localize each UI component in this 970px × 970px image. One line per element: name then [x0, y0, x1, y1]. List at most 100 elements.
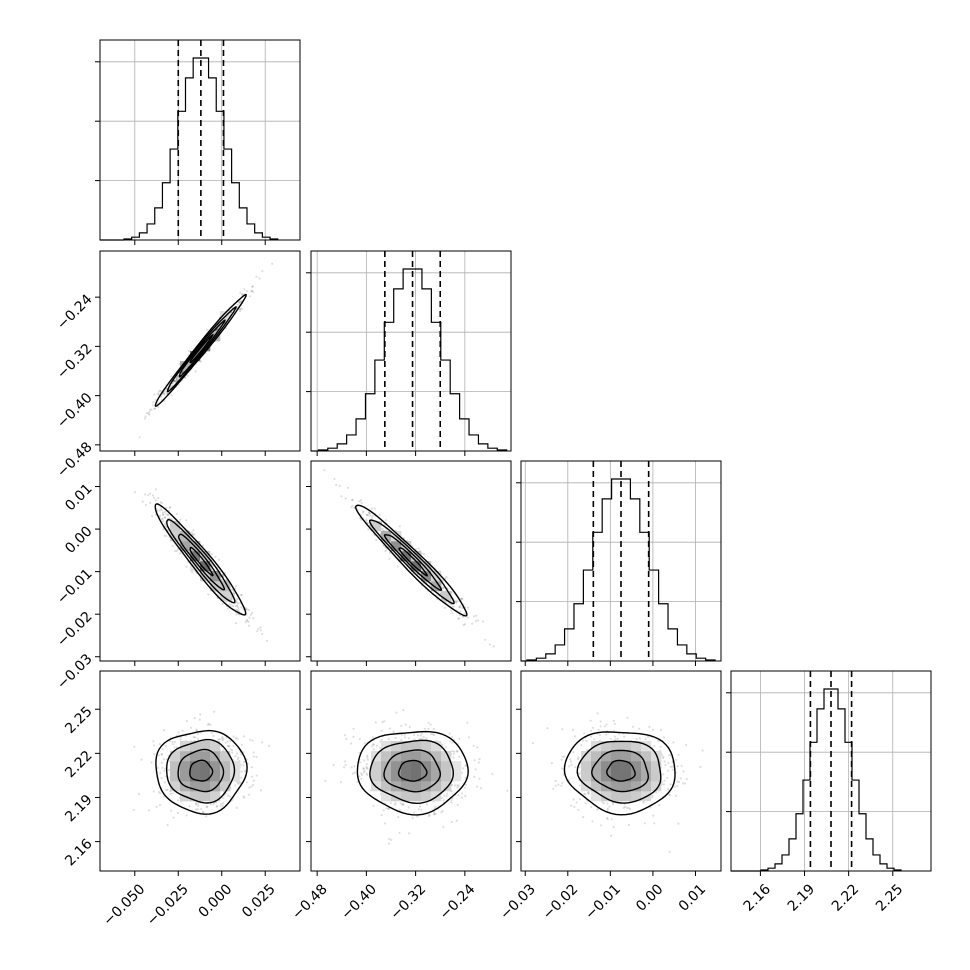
sample-point [612, 825, 615, 829]
density-cell [230, 771, 241, 782]
sample-point [546, 727, 549, 730]
sample-point [252, 617, 255, 620]
sample-point [185, 719, 188, 723]
sample-point [255, 774, 258, 777]
density-cell [611, 751, 622, 762]
sample-point [201, 544, 205, 547]
sample-point [674, 785, 677, 789]
sample-point [226, 744, 229, 748]
density-cell [591, 761, 602, 772]
sample-point [249, 738, 252, 741]
sample-point [450, 799, 453, 802]
sample-point [197, 804, 200, 808]
sample-point [148, 408, 152, 411]
sample-point [471, 622, 474, 625]
sample-point [375, 744, 378, 747]
y-tick-label: −0.02 [54, 609, 96, 651]
sample-point [232, 735, 235, 738]
sample-point [265, 639, 268, 642]
sample-point [215, 805, 218, 808]
sample-point [554, 779, 557, 783]
sample-point [463, 786, 466, 789]
sample-point [381, 527, 384, 530]
density-cell [371, 521, 382, 532]
sample-point [240, 753, 243, 756]
sample-point [398, 808, 401, 812]
sample-point [371, 517, 374, 520]
density-cell [631, 761, 642, 772]
sample-point [575, 801, 578, 804]
sample-point [159, 501, 162, 504]
density-cell [411, 791, 422, 802]
sample-point [667, 761, 670, 764]
sample-point [440, 796, 443, 800]
sample-point [190, 531, 194, 535]
sample-point [252, 290, 255, 293]
density-cell [451, 771, 462, 782]
sample-point [662, 783, 666, 786]
sample-point [701, 749, 704, 752]
sample-point [175, 549, 178, 553]
sample-point [240, 776, 243, 779]
sample-point [456, 786, 459, 789]
panels-layer [95, 39, 932, 876]
sample-point [612, 719, 616, 722]
sample-point [371, 736, 374, 739]
sample-point [239, 593, 242, 597]
sample-point [249, 613, 252, 616]
sample-point [433, 812, 436, 815]
sample-point [174, 380, 177, 383]
sample-point [441, 579, 444, 582]
density-cell [601, 741, 612, 752]
x-tick-label: 0.025 [239, 881, 279, 921]
sample-point [387, 842, 390, 845]
density-cell [651, 781, 662, 792]
sample-point [482, 620, 485, 623]
sample-point [236, 737, 239, 740]
sample-point [578, 772, 581, 775]
sample-point [163, 729, 166, 732]
sample-point [192, 529, 195, 532]
sample-point [440, 743, 444, 746]
sample-point [388, 551, 391, 555]
contour-0 [606, 759, 636, 782]
sample-point [171, 740, 174, 744]
sample-point [617, 732, 621, 736]
density-cell [411, 771, 422, 782]
y-tick-label: 0.01 [62, 481, 95, 514]
panel-1-1 [306, 250, 512, 456]
sample-point [359, 518, 363, 521]
sample-point [166, 824, 169, 827]
density-cell [170, 781, 181, 792]
sample-point [174, 379, 177, 382]
sample-point [668, 793, 671, 796]
sample-point [464, 777, 467, 780]
sample-point [251, 739, 254, 742]
density-cell [411, 781, 422, 792]
sample-point [244, 607, 248, 610]
sample-point [444, 746, 447, 749]
sample-point [340, 495, 343, 498]
sample-point [159, 771, 162, 775]
sample-point [478, 777, 481, 780]
sample-point [248, 616, 251, 619]
sample-point [350, 506, 353, 509]
sample-point [221, 739, 224, 742]
sample-point [359, 499, 363, 502]
sample-point [568, 765, 571, 768]
sample-point [676, 784, 679, 788]
sample-point [229, 740, 232, 743]
contour-2 [369, 739, 455, 805]
density-cell [210, 741, 221, 752]
sample-point [188, 805, 191, 808]
density-cell [391, 541, 402, 552]
density-cell [411, 561, 422, 572]
density-cell [431, 571, 442, 582]
sample-point [660, 783, 664, 786]
sample-point [585, 739, 588, 743]
density-cell [621, 791, 632, 802]
sample-point [148, 413, 151, 416]
sample-point [248, 793, 251, 796]
sample-point [138, 436, 141, 439]
sample-point [153, 407, 156, 410]
